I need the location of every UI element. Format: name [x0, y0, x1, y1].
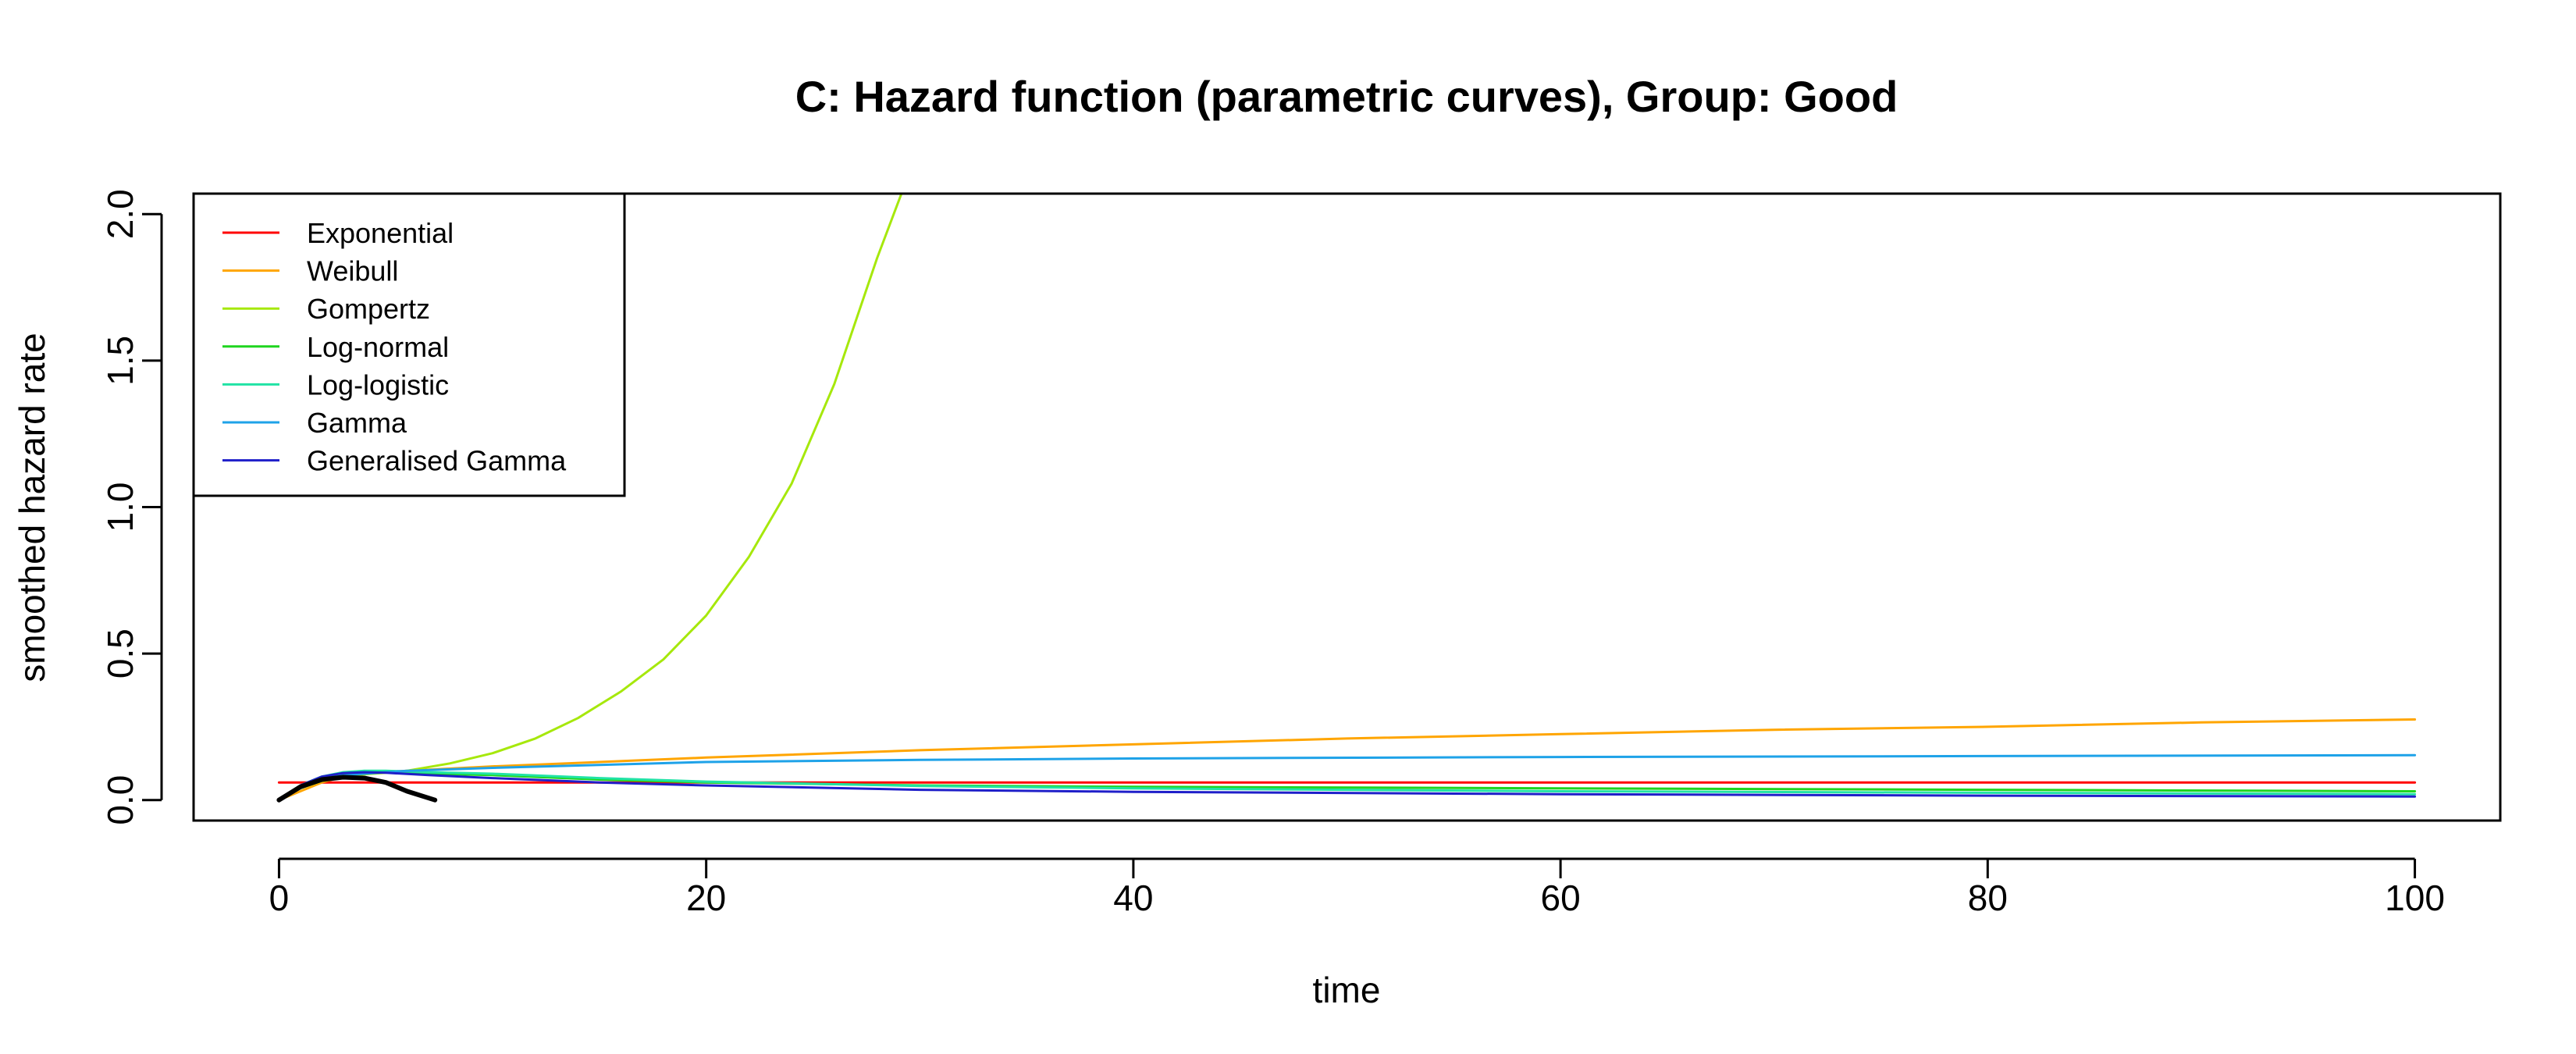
y-tick-label: 1.5 [100, 336, 141, 386]
y-tick-label: 0.5 [100, 628, 141, 678]
legend-label: Gompertz [307, 293, 430, 325]
legend-label: Weibull [307, 255, 398, 287]
y-axis-label: smoothed hazard rate [12, 333, 52, 682]
series-line-generalised-gamma [277, 771, 2417, 802]
legend-label: Log-normal [307, 331, 449, 363]
legend-box [192, 192, 626, 497]
x-tick-label: 0 [269, 878, 290, 918]
legend-label: Gamma [307, 407, 407, 439]
legend-label: Log-logistic [307, 369, 449, 401]
plot-lines [276, 194, 2417, 803]
y-tick-label: 0.0 [100, 775, 141, 825]
x-tick-label: 20 [686, 878, 726, 918]
x-tick-label: 60 [1541, 878, 1581, 918]
y-axis: 0.0 0.5 1.0 1.5 2.0 [100, 189, 163, 825]
series-line-unlabeled-7 [276, 774, 438, 803]
x-tick-label: 40 [1113, 878, 1153, 918]
x-axis-label: time [1313, 970, 1381, 1010]
plot-box [192, 192, 2502, 822]
legend-label: Generalised Gamma [307, 445, 567, 477]
y-tick-label: 1.0 [100, 482, 141, 532]
x-tick-label: 100 [2385, 878, 2445, 918]
x-axis: 0 20 40 60 80 100 [269, 857, 2445, 918]
y-tick-label: 2.0 [100, 189, 141, 239]
legend: Exponential Weibull Gompertz Log-normal Log-… [192, 192, 626, 497]
x-tick-label: 80 [1968, 878, 2008, 918]
legend-label: Exponential [307, 217, 454, 249]
chart-title: C: Hazard function (parametric curves), … [795, 72, 1898, 121]
